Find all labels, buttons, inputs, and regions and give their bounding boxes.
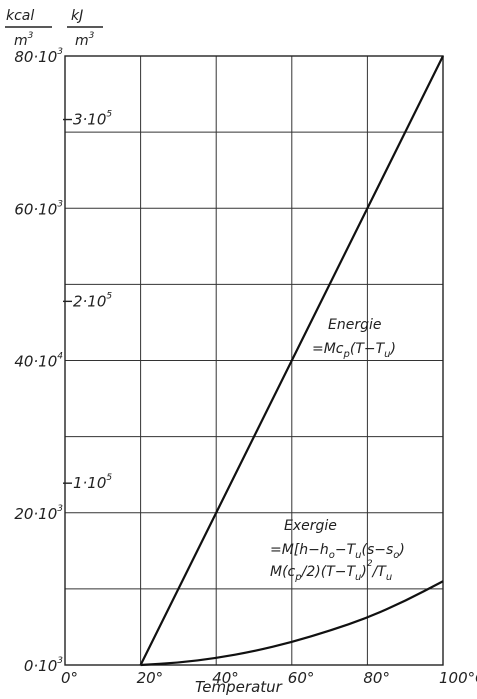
- axes: [63, 55, 444, 666]
- x-axis-label: Temperatur: [195, 678, 283, 696]
- y-left-tick-label: 80·103: [14, 47, 63, 66]
- x-tick-label: 60°: [288, 669, 315, 687]
- exergie-annotation: Exergie =M[h−ho−Tu(s−so) M(cp/2)(T−Tu)2/…: [270, 518, 405, 583]
- y-left-unit-denominator: m3: [14, 31, 34, 49]
- exergie-formula-2: M(cp/2)(T−Tu)2/Tu: [270, 559, 392, 583]
- x-tick-label: 20°: [137, 669, 164, 687]
- x-tick-labels: 0° 20° 40° 60° 80° 100°C: [61, 669, 477, 687]
- x-tick-label: 0°: [61, 669, 78, 687]
- x-tick-label: 80°: [363, 669, 390, 687]
- y-right-tick-label-bg: [72, 107, 128, 128]
- y-left-tick-label: 0·103: [24, 656, 63, 675]
- y-right-tick-label-bg: [72, 289, 128, 310]
- energie-formula: =Mcp(T−Tu): [312, 341, 396, 360]
- y-left-tick-label: 20·103: [14, 504, 63, 523]
- exergie-label: Exergie: [284, 518, 337, 534]
- exergie-formula-1: =M[h−ho−Tu(s−so): [270, 542, 405, 561]
- energie-label: Energie: [328, 317, 381, 333]
- y-left-tick-label: 60·103: [14, 199, 63, 218]
- plot-frame: [64, 55, 444, 666]
- y-right-unit: kJ m3: [67, 8, 103, 49]
- series-line-exergie: [140, 580, 444, 667]
- y-right-unit-denominator: m3: [75, 31, 95, 49]
- y-left-unit: kcal m3: [5, 8, 52, 49]
- y-right-tick-labels: 1·105 2·105 3·105: [72, 107, 128, 492]
- y-right-unit-numerator: kJ: [71, 8, 83, 24]
- y-right-tick-label-bg: [72, 471, 128, 492]
- energie-annotation: Energie =Mcp(T−Tu): [312, 317, 396, 360]
- y-right-tick-label: 1·105: [73, 473, 112, 492]
- series-line-energie: [139, 55, 444, 666]
- y-left-unit-numerator: kcal: [6, 8, 34, 24]
- y-right-tick-label: 2·105: [73, 291, 112, 310]
- y-right-tick-label: 3·105: [73, 110, 112, 129]
- series-lines: [139, 55, 444, 667]
- x-tick-label: 100°C: [439, 669, 477, 687]
- y-left-tick-label: 40·104: [14, 352, 63, 371]
- x-tick-label: 40°: [212, 669, 239, 687]
- y-left-tick-labels: 0·103 20·103 40·104 60·103 80·103: [14, 47, 63, 675]
